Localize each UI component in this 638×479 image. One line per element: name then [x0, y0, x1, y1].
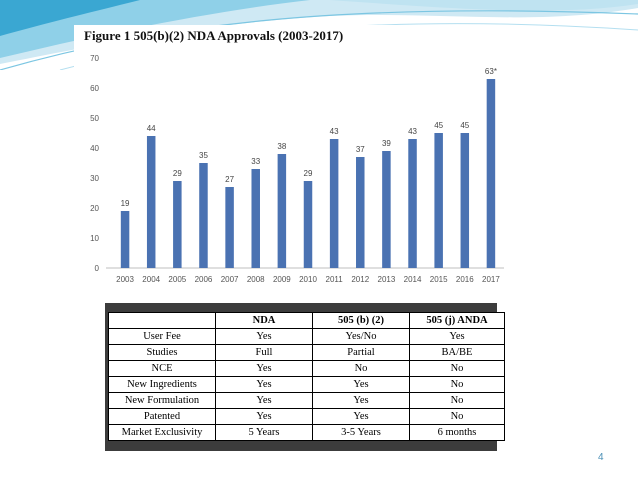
x-tick-label: 2005	[168, 275, 186, 284]
y-tick-label: 0	[95, 264, 100, 273]
x-tick-label: 2004	[142, 275, 160, 284]
data-label: 43	[330, 127, 339, 136]
table-cell: Yes	[215, 328, 313, 345]
data-label: 35	[199, 151, 208, 160]
data-label: 27	[225, 175, 234, 184]
data-label: 45	[434, 121, 443, 130]
table-row: NCE Yes No No	[108, 360, 505, 377]
table-cell: Yes	[215, 408, 313, 425]
table-row-label: Studies	[108, 344, 216, 361]
bar	[199, 163, 208, 268]
data-label: 29	[173, 169, 182, 178]
table-row-label: New Ingredients	[108, 376, 216, 393]
bar-chart: 0 10 20 30 40 50 60 70 19 2003 44 2004 29 2005 35 2006 2…	[90, 54, 504, 284]
table-row: Patented Yes Yes No	[108, 408, 505, 425]
table-header-cell: NDA	[215, 312, 313, 329]
table-row-label: New Formulation	[108, 392, 216, 409]
bar	[382, 151, 391, 268]
bar	[277, 154, 287, 268]
bar	[356, 157, 365, 268]
page-number: 4	[598, 452, 604, 463]
table-cell: Yes	[409, 328, 505, 345]
bar	[434, 133, 443, 268]
bar	[251, 169, 260, 268]
table-cell: Yes	[215, 376, 313, 393]
table-row: New Formulation Yes Yes No	[108, 392, 505, 409]
table-cell: No	[409, 392, 505, 409]
table-cell: Yes/No	[312, 328, 410, 345]
data-label: 45	[460, 121, 469, 130]
bar	[173, 181, 182, 268]
table-row: Studies Full Partial BA/BE	[108, 344, 505, 361]
x-tick-label: 2013	[378, 275, 396, 284]
table-cell: Yes	[312, 408, 410, 425]
table-row-label: NCE	[108, 360, 216, 377]
table-header-cell: 505 (j) ANDA	[409, 312, 505, 329]
bar	[146, 136, 156, 268]
table-cell: Full	[215, 344, 313, 361]
table-header-cell	[108, 312, 216, 329]
table-cell: 5 Years	[215, 424, 313, 441]
header-swoosh-decoration	[0, 0, 638, 70]
y-tick-label: 60	[90, 84, 99, 93]
table-cell: No	[409, 376, 505, 393]
x-tick-label: 2014	[404, 275, 422, 284]
y-tick-label: 70	[90, 54, 99, 63]
table-cell: BA/BE	[409, 344, 505, 361]
table-header-row: NDA 505 (b) (2) 505 (j) ANDA	[108, 312, 505, 329]
x-tick-label: 2006	[195, 275, 213, 284]
bar	[329, 139, 339, 268]
x-tick-label: 2012	[351, 275, 369, 284]
bar	[225, 187, 234, 268]
table-row: Market Exclusivity 5 Years 3-5 Years 6 mont…	[108, 424, 505, 441]
x-tick-label: 2016	[456, 275, 474, 284]
table-row-label: User Fee	[108, 328, 216, 345]
y-tick-label: 20	[90, 204, 99, 213]
table-cell: No	[409, 408, 505, 425]
x-tick-label: 2009	[273, 275, 291, 284]
table-row: User Fee Yes Yes/No Yes	[108, 328, 505, 345]
bar	[408, 139, 417, 268]
table-cell: No	[312, 360, 410, 377]
bar	[120, 211, 130, 268]
x-tick-label: 2008	[247, 275, 265, 284]
x-tick-label: 2011	[326, 275, 344, 284]
table-cell: Yes	[215, 360, 313, 377]
table-cell: Partial	[312, 344, 410, 361]
table-cell: Yes	[312, 392, 410, 409]
x-tick-label: 2017	[482, 275, 500, 284]
x-tick-label: 2003	[116, 275, 134, 284]
data-label: 39	[382, 139, 391, 148]
table-cell: No	[409, 360, 505, 377]
data-label: 63*	[485, 67, 497, 76]
table-cell: Yes	[312, 376, 410, 393]
x-tick-label: 2015	[430, 275, 448, 284]
y-tick-label: 10	[90, 234, 99, 243]
data-label: 37	[356, 145, 365, 154]
data-label: 38	[277, 142, 286, 151]
bar	[303, 181, 313, 268]
x-tick-label: 2010	[299, 275, 317, 284]
data-label: 29	[304, 169, 313, 178]
table-row: New Ingredients Yes Yes No	[108, 376, 505, 393]
table-row-label: Market Exclusivity	[108, 424, 216, 441]
data-label: 44	[147, 124, 156, 133]
bar	[486, 79, 496, 268]
table-cell: Yes	[215, 392, 313, 409]
table-header-cell: 505 (b) (2)	[312, 312, 410, 329]
bar	[460, 133, 470, 268]
table-row-label: Patented	[108, 408, 216, 425]
table-cell: 6 months	[409, 424, 505, 441]
y-tick-label: 40	[90, 144, 99, 153]
data-label: 43	[408, 127, 417, 136]
data-label: 33	[251, 157, 260, 166]
table-cell: 3-5 Years	[312, 424, 410, 441]
y-tick-label: 30	[90, 174, 99, 183]
figure-title: Figure 1 505(b)(2) NDA Approvals (2003-2…	[84, 28, 344, 43]
y-tick-label: 50	[90, 114, 99, 123]
comparison-table: NDA 505 (b) (2) 505 (j) ANDA User Fee Yes…	[108, 312, 505, 441]
data-label: 19	[121, 199, 130, 208]
x-tick-label: 2007	[221, 275, 239, 284]
